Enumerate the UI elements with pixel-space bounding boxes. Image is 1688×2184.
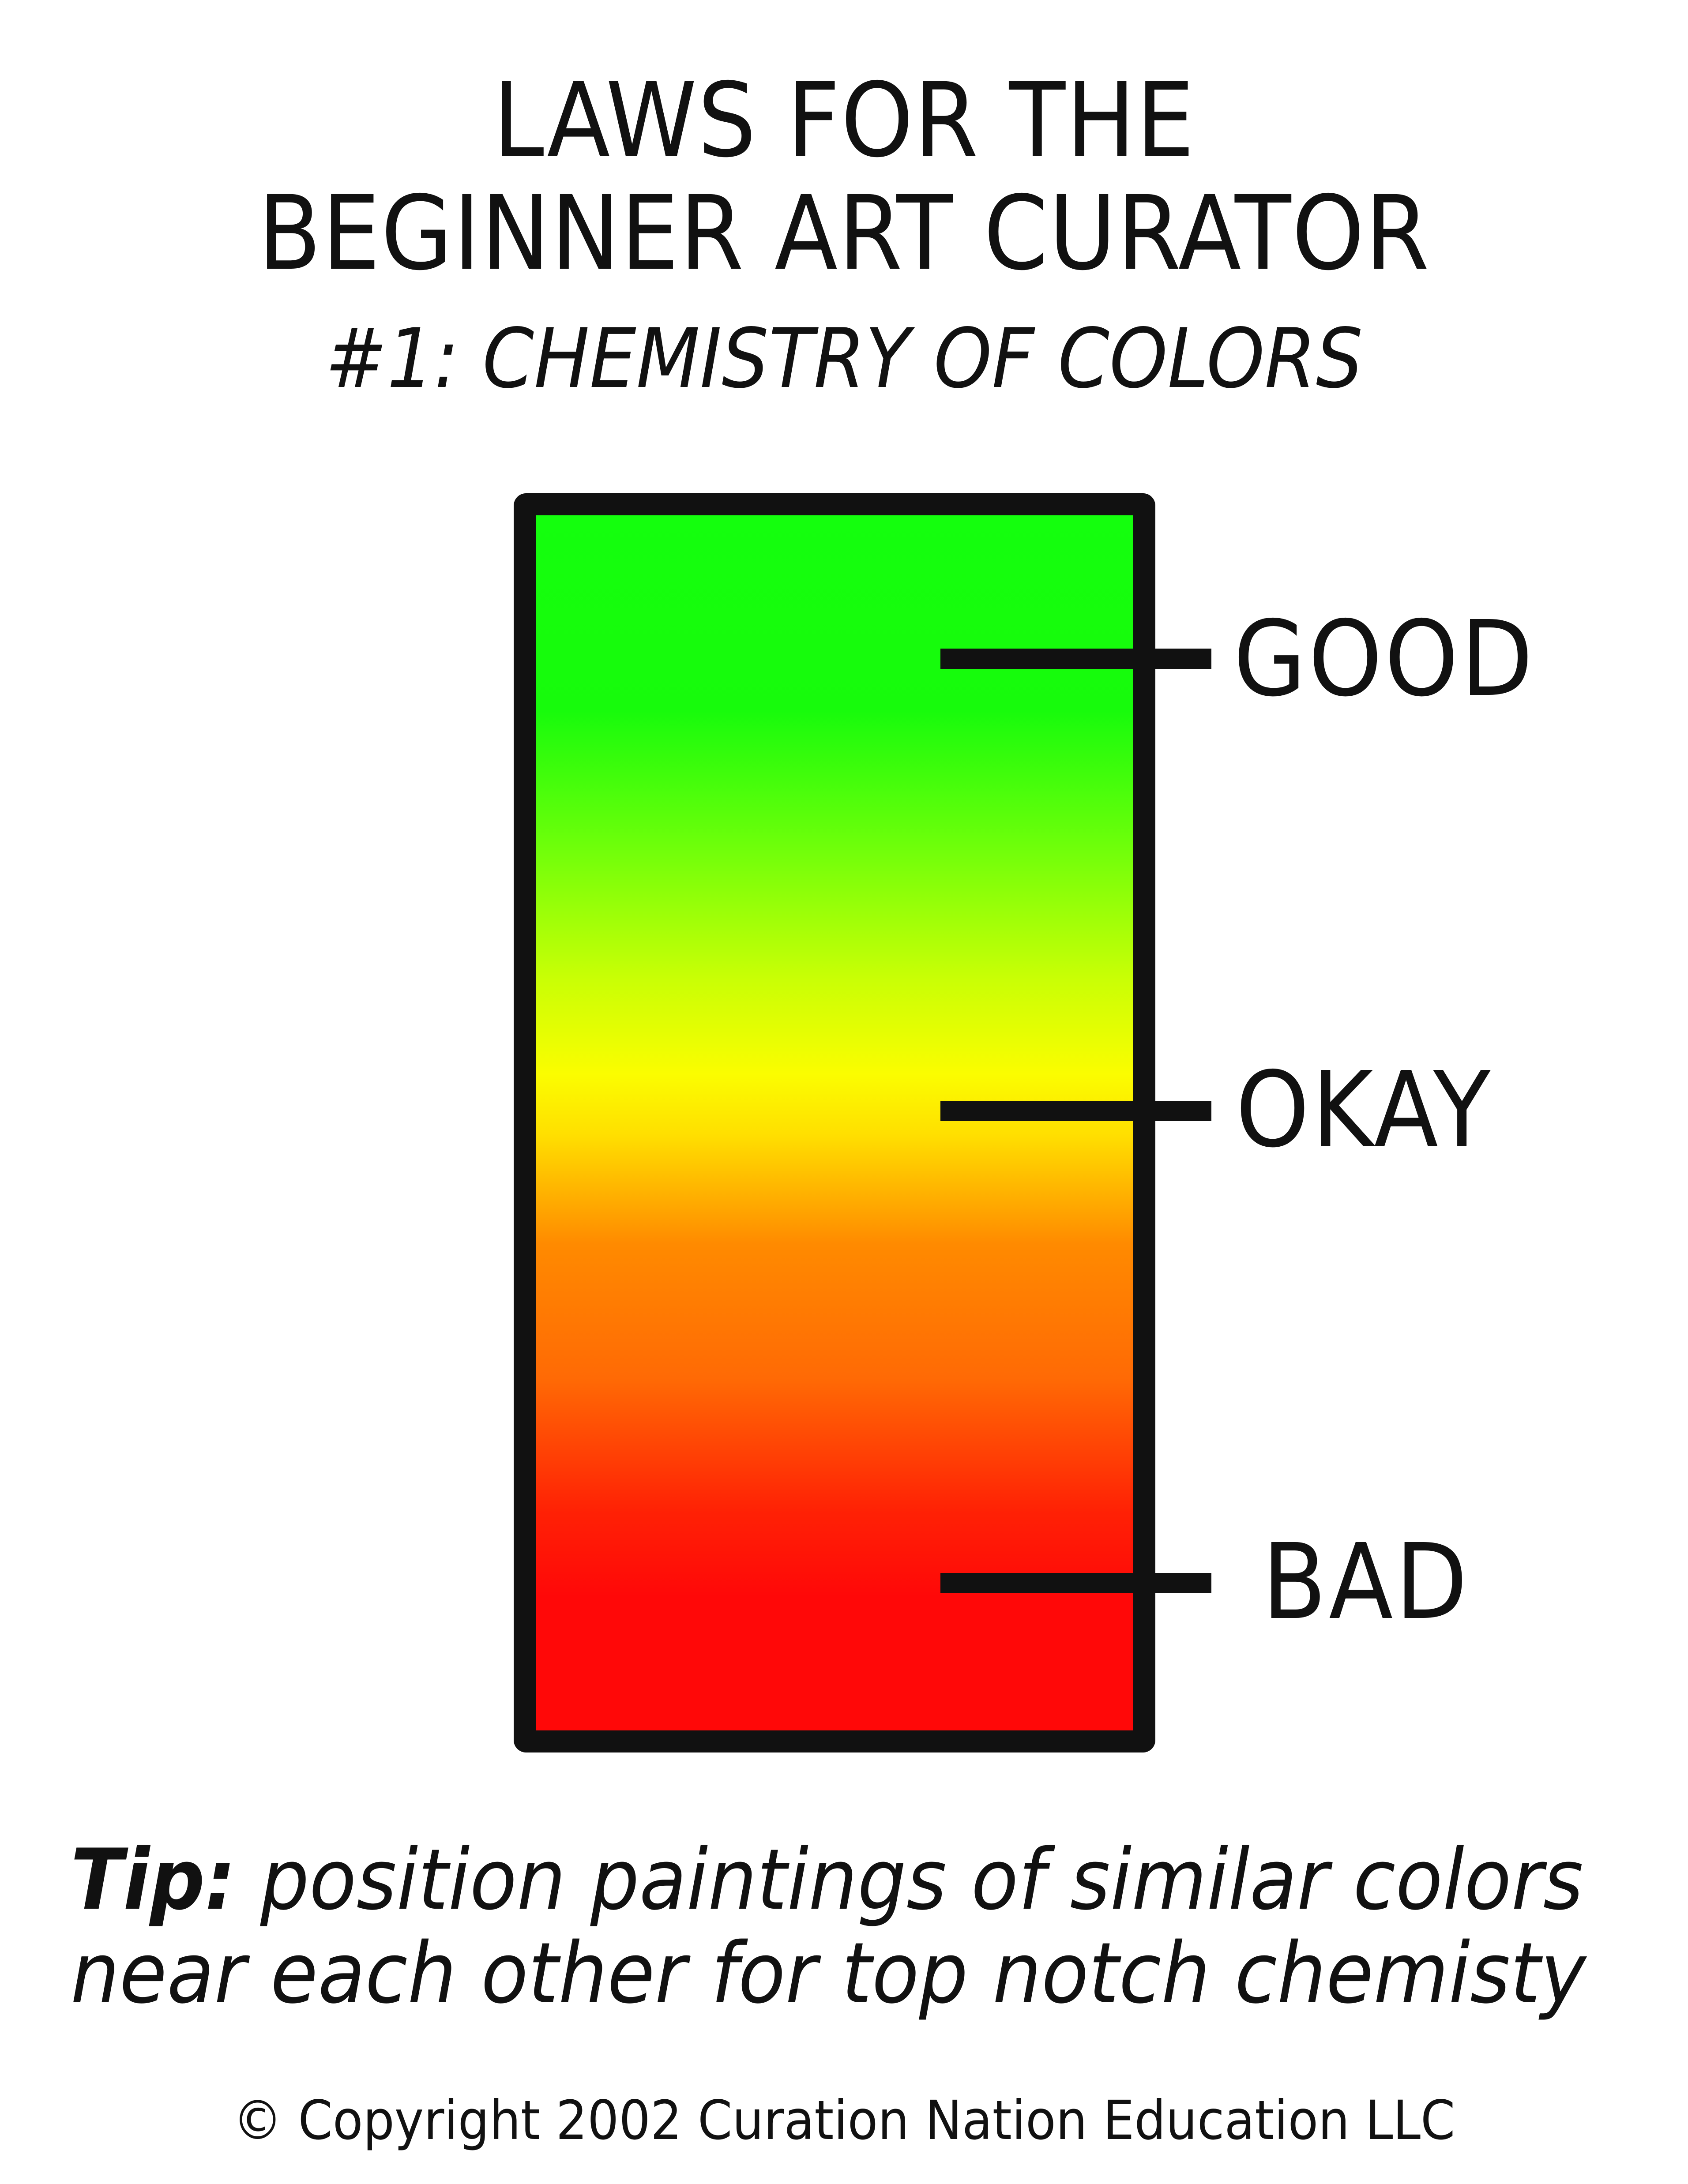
tip-line-1-text: position paintings of similar colors [236, 1831, 1583, 1929]
label-good: GOOD [1233, 598, 1536, 720]
tip-lead: Tip: [71, 1831, 236, 1929]
label-bad: BAD [1262, 1521, 1470, 1643]
color-gradient-bar [514, 493, 1155, 1752]
subtitle: #1: CHEMISTRY OF COLORS [325, 311, 1363, 406]
tick-bad [940, 1573, 1211, 1593]
copyright-notice: © Copyright 2002 Curation Nation Educati… [233, 2089, 1455, 2152]
title-line-1: LAWS FOR THE [492, 61, 1196, 180]
tick-good [940, 649, 1211, 669]
title-line-2: BEGINNER ART CURATOR [258, 174, 1430, 293]
tip-line-2: near each other for top notch chemisty [71, 1925, 1586, 2022]
label-okay: OKAY [1236, 1049, 1493, 1171]
tip-line-1: Tip: position paintings of similar color… [71, 1838, 1583, 1922]
tick-okay [940, 1101, 1211, 1121]
